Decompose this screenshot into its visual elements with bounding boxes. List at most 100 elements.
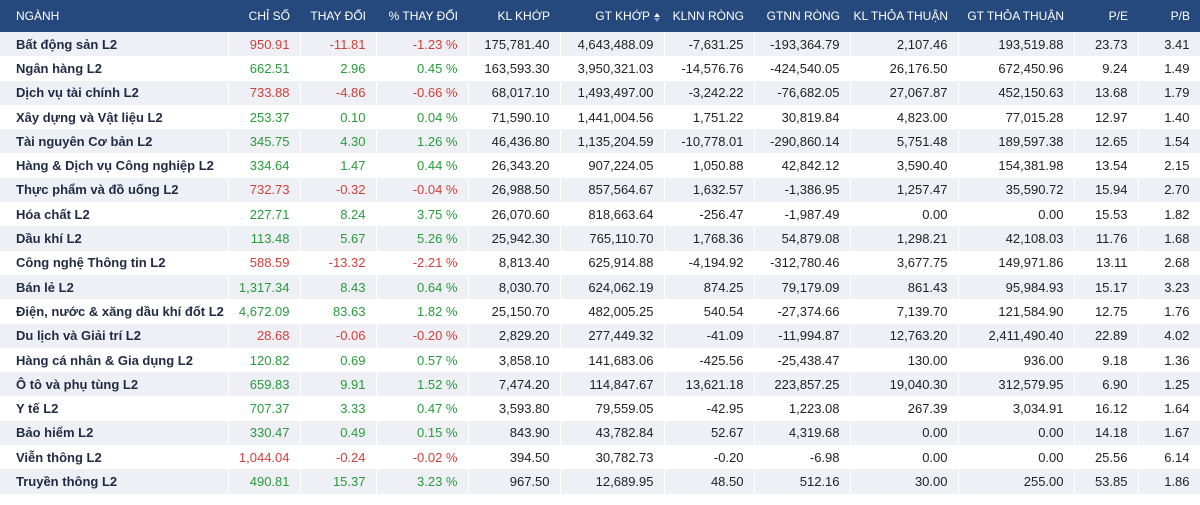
matched-volume: 26,988.50: [468, 177, 561, 203]
negotiated-volume: 130.00: [850, 347, 959, 373]
header-gtnn-rong[interactable]: GTNN RÒNG: [766, 9, 840, 23]
sector-name[interactable]: Hàng & Dịch vụ Công nghiệp L2: [0, 153, 229, 178]
change-percent: 0.57 %: [376, 347, 469, 373]
foreign-net-value: 1,223.08: [754, 396, 851, 421]
sector-name[interactable]: Y tế L2: [0, 396, 229, 421]
header-kl-khop[interactable]: KL KHỚP: [497, 9, 550, 23]
sector-name[interactable]: Xây dựng và Vật liệu L2: [0, 104, 229, 130]
sector-name[interactable]: Hóa chất L2: [0, 202, 229, 227]
foreign-net-value: 30,819.84: [754, 104, 851, 130]
header-gt-khop-label: GT KHỚP: [595, 9, 650, 23]
table-row[interactable]: Dịch vụ tài chính L2 733.88 -4.86 -0.66 % 68…: [0, 80, 1200, 105]
header-pct-thay-doi[interactable]: % THAY ĐỔI: [388, 9, 458, 23]
sector-name[interactable]: Bất động sản L2: [0, 32, 229, 57]
matched-volume: 967.50: [468, 469, 561, 494]
table-row[interactable]: Truyền thông L2 490.81 15.37 3.23 % 967.50 12…: [0, 469, 1200, 494]
header-thay-doi[interactable]: THAY ĐỔI: [310, 9, 366, 23]
header-chi-so[interactable]: CHỈ SỐ: [248, 9, 290, 23]
table-row[interactable]: Tài nguyên Cơ bản L2 345.75 4.30 1.26 % 46,4…: [0, 129, 1200, 154]
table-row[interactable]: Viễn thông L2 1,044.04 -0.24 -0.02 % 394.50 3…: [0, 445, 1200, 470]
matched-volume: 25,942.30: [468, 226, 561, 251]
sector-name[interactable]: Bán lẻ L2: [0, 274, 229, 300]
sector-name[interactable]: Dịch vụ tài chính L2: [0, 80, 229, 105]
matched-value: 43,782.84: [560, 420, 665, 446]
sector-name[interactable]: Tài nguyên Cơ bản L2: [0, 129, 229, 154]
sector-name[interactable]: Thực phẩm và đồ uống L2: [0, 177, 229, 203]
change-value: 4.30: [300, 129, 377, 154]
table-row[interactable]: Hóa chất L2 227.71 8.24 3.75 % 26,070.60 818,…: [0, 202, 1200, 227]
table-row[interactable]: Điện, nước & xăng dầu khí đốt L2 4,672.09…: [0, 299, 1200, 324]
change-value: -0.24: [300, 445, 377, 470]
change-value: -11.81: [300, 32, 377, 57]
matched-volume: 25,150.70: [468, 299, 561, 324]
sector-name[interactable]: Viễn thông L2: [0, 445, 229, 470]
negotiated-volume: 12,763.20: [850, 323, 959, 348]
table-row[interactable]: Bán lẻ L2 1,317.34 8.43 0.64 % 8,030.70 624,0…: [0, 274, 1200, 300]
change-value: 15.37: [300, 469, 377, 494]
negotiated-value: 42,108.03: [958, 226, 1075, 251]
header-pb[interactable]: P/B: [1170, 9, 1190, 23]
change-value: -0.06: [300, 323, 377, 348]
index-value: 707.37: [228, 396, 301, 421]
matched-value: 12,689.95: [560, 469, 665, 494]
table-row[interactable]: Hàng cá nhân & Gia dụng L2 120.82 0.69 0.57…: [0, 347, 1200, 373]
table-row[interactable]: Ô tô và phụ tùng L2 659.83 9.91 1.52 % 7,474…: [0, 372, 1200, 397]
foreign-net-volume: -10,778.01: [664, 129, 755, 154]
sector-name[interactable]: Dầu khí L2: [0, 226, 229, 251]
table-row[interactable]: Xây dựng và Vật liệu L2 253.37 0.10 0.04 % 7…: [0, 104, 1200, 130]
pe-ratio: 14.18: [1074, 420, 1139, 446]
pe-ratio: 25.56: [1074, 445, 1139, 470]
header-gt-thoa-thuan[interactable]: GT THỎA THUẬN: [967, 9, 1064, 23]
table-row[interactable]: Bất động sản L2 950.91 -11.81 -1.23 % 175,78…: [0, 32, 1200, 57]
foreign-net-value: 512.16: [754, 469, 851, 494]
header-gt-khop[interactable]: GT KHỚP: [560, 0, 664, 32]
table-row[interactable]: Ngân hàng L2 662.51 2.96 0.45 % 163,593.30 3,…: [0, 56, 1200, 81]
pb-ratio: 4.02: [1138, 323, 1200, 348]
table-row[interactable]: Bảo hiểm L2 330.47 0.49 0.15 % 843.90 43,782.…: [0, 420, 1200, 446]
sector-name[interactable]: Bảo hiểm L2: [0, 420, 229, 446]
foreign-net-volume: 1,751.22: [664, 104, 755, 130]
foreign-net-volume: 1,050.88: [664, 153, 755, 178]
table-row[interactable]: Du lịch và Giải trí L2 28.68 -0.06 -0.20 % 2…: [0, 323, 1200, 348]
negotiated-volume: 3,590.40: [850, 153, 959, 178]
matched-volume: 175,781.40: [468, 32, 561, 57]
change-value: -13.32: [300, 250, 377, 275]
table-row[interactable]: Dầu khí L2 113.48 5.67 5.26 % 25,942.30 765,1…: [0, 226, 1200, 251]
sector-name[interactable]: Du lịch và Giải trí L2: [0, 323, 229, 348]
negotiated-value: 672,450.96: [958, 56, 1075, 81]
negotiated-value: 2,411,490.40: [958, 323, 1075, 348]
sector-name[interactable]: Điện, nước & xăng dầu khí đốt L2: [0, 299, 229, 324]
foreign-net-value: -27,374.66: [754, 299, 851, 324]
change-value: 8.43: [300, 274, 377, 300]
matched-volume: 843.90: [468, 420, 561, 446]
change-value: 5.67: [300, 226, 377, 251]
table-row[interactable]: Y tế L2 707.37 3.33 0.47 % 3,593.80 79,559.05…: [0, 396, 1200, 421]
negotiated-volume: 3,677.75: [850, 250, 959, 275]
sector-name[interactable]: Hàng cá nhân & Gia dụng L2: [0, 347, 229, 373]
header-kl-thoa-thuan[interactable]: KL THỎA THUẬN: [853, 9, 948, 23]
foreign-net-volume: 13,621.18: [664, 372, 755, 397]
matched-value: 857,564.67: [560, 177, 665, 203]
index-value: 659.83: [228, 372, 301, 397]
index-value: 490.81: [228, 469, 301, 494]
sector-name[interactable]: Ô tô và phụ tùng L2: [0, 372, 229, 397]
pb-ratio: 1.49: [1138, 56, 1200, 81]
index-value: 950.91: [228, 32, 301, 57]
pb-ratio: 2.68: [1138, 250, 1200, 275]
pb-ratio: 1.86: [1138, 469, 1200, 494]
sector-name[interactable]: Truyền thông L2: [0, 469, 229, 494]
table-row[interactable]: Công nghệ Thông tin L2 588.59 -13.32 -2.21 …: [0, 250, 1200, 275]
table-row[interactable]: Thực phẩm và đồ uống L2 732.73 -0.32 -0.04 …: [0, 177, 1200, 203]
sector-name[interactable]: Công nghệ Thông tin L2: [0, 250, 229, 275]
foreign-net-value: -76,682.05: [754, 80, 851, 105]
header-klnn-rong[interactable]: KLNN RÒNG: [672, 9, 744, 23]
change-percent: -0.04 %: [376, 177, 469, 203]
header-pe[interactable]: P/E: [1108, 9, 1128, 23]
negotiated-value: 95,984.93: [958, 274, 1075, 300]
pe-ratio: 9.18: [1074, 347, 1139, 373]
sector-name[interactable]: Ngân hàng L2: [0, 56, 229, 81]
table-row[interactable]: Hàng & Dịch vụ Công nghiệp L2 334.64 1.47 0…: [0, 153, 1200, 178]
header-nganh[interactable]: NGÀNH: [16, 9, 60, 23]
pb-ratio: 1.36: [1138, 347, 1200, 373]
foreign-net-value: -290,860.14: [754, 129, 851, 154]
